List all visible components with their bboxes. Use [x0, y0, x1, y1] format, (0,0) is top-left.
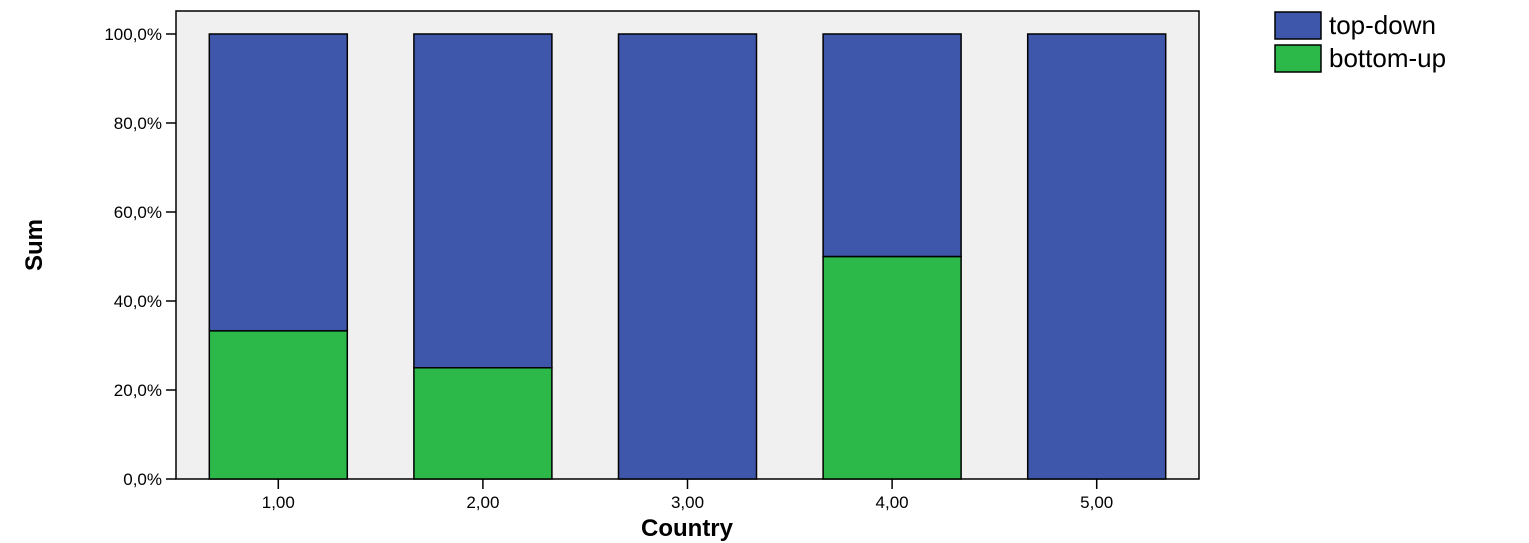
x-tick-label: 1,00: [262, 493, 295, 512]
legend-label-top-down: top-down: [1329, 10, 1436, 40]
bar-top-down-3: [617, 33, 758, 480]
bar-top-down-4: [822, 33, 962, 258]
legend-label-bottom-up: bottom-up: [1329, 43, 1446, 73]
x-axis-title: Country: [641, 515, 734, 542]
x-tick-label: 4,00: [876, 493, 909, 512]
x-axis: 1,00 2,00 3,00 4,00 5,00: [262, 479, 1113, 512]
y-tick-label: 40,0%: [114, 292, 162, 311]
y-tick-label: 0,0%: [123, 470, 162, 489]
y-tick-label: 100,0%: [104, 25, 162, 44]
bar-bottom-up-2: [413, 367, 553, 480]
y-axis-title: Sum: [21, 219, 48, 271]
bar-top-down-2: [413, 33, 553, 369]
y-axis: 0,0% 20,0% 40,0% 60,0% 80,0% 100,0%: [104, 25, 176, 489]
bar-bottom-up-1: [208, 330, 349, 480]
y-tick-label: 20,0%: [114, 381, 162, 400]
legend-swatch-bottom-up: [1274, 44, 1322, 73]
y-tick-label: 80,0%: [114, 114, 162, 133]
x-tick-label: 3,00: [671, 493, 704, 512]
bar-top-down-1: [208, 33, 349, 332]
y-tick-label: 60,0%: [114, 203, 162, 222]
bar-bottom-up-4: [822, 255, 962, 480]
bars-group: [208, 33, 1167, 480]
x-tick-label: 2,00: [466, 493, 499, 512]
legend-swatch-top-down: [1274, 11, 1322, 40]
bar-top-down-5: [1026, 33, 1167, 480]
x-tick-label: 5,00: [1080, 493, 1113, 512]
